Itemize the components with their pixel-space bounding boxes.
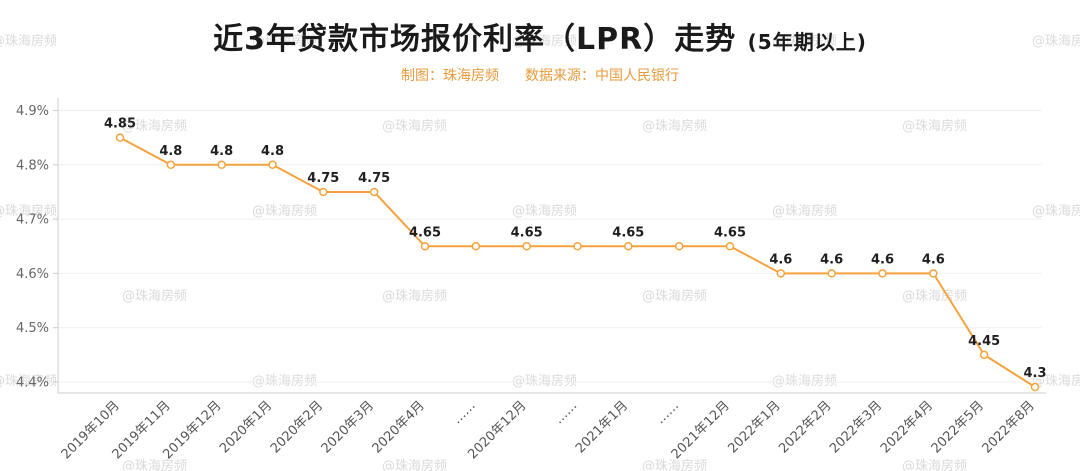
data-point	[573, 242, 582, 251]
credit-text: 制图：珠海房频	[401, 68, 499, 84]
data-point-label: 4.75	[358, 171, 390, 186]
x-tick-label: 2022年2月	[776, 398, 834, 456]
data-point	[166, 160, 176, 170]
data-point	[624, 242, 633, 251]
data-point	[420, 242, 430, 251]
x-tick-label: ……	[551, 398, 580, 427]
x-tick-label: 2020年2月	[268, 398, 326, 456]
data-point	[522, 242, 531, 251]
x-tick-label: 2020年4月	[370, 398, 428, 456]
y-tick-label: 4.5%	[16, 321, 49, 336]
data-point	[369, 187, 379, 197]
data-point	[217, 160, 226, 170]
data-point	[1030, 382, 1040, 392]
title-paren: (5年期以上)	[747, 30, 867, 54]
x-tick-label: 2022年4月	[878, 398, 936, 456]
x-tick-label: 2022年8月	[980, 398, 1038, 456]
data-point	[268, 160, 277, 170]
lpr-line-chart: 4.9% 4.8% 4.7% 4.6% 4.5% 4.4% 4.85 4.8 4.8 4.8 4.7…	[16, 98, 1047, 462]
data-point	[674, 242, 684, 251]
y-tick-label: 4.7%	[16, 213, 49, 228]
data-point-label: 4.3	[1023, 366, 1046, 381]
x-tick-label: 2020年3月	[319, 398, 377, 456]
data-point	[319, 187, 328, 197]
data-point-label: 4.8	[261, 144, 284, 159]
data-point	[929, 269, 938, 278]
data-point	[878, 269, 887, 278]
data-point	[471, 242, 481, 251]
data-point-label: 4.6	[922, 252, 945, 267]
data-point-label: 4.6	[769, 252, 792, 267]
chart-subtitle: 制图：珠海房频 数据来源：中国人民银行	[0, 65, 1080, 85]
data-point	[115, 133, 125, 142]
x-tick-label: ……	[450, 398, 479, 427]
x-tick-label: ……	[653, 398, 682, 427]
data-point-label: 4.65	[714, 225, 746, 240]
data-point-label: 4.6	[871, 252, 894, 267]
page-title: 近3年贷款市场报价利率（LPR）走势 (5年期以上)	[0, 14, 1080, 58]
data-point-label: 4.8	[159, 144, 182, 159]
y-tick-label: 4.9%	[16, 104, 49, 119]
trend-line	[119, 136, 1036, 388]
x-tick-label: 2022年5月	[929, 398, 987, 456]
data-point	[776, 269, 786, 278]
data-point-label: 4.65	[612, 225, 644, 240]
data-point	[827, 269, 836, 278]
y-tick-label: 4.8%	[16, 158, 49, 173]
x-tick-label: 2022年1月	[725, 398, 783, 456]
data-point-label: 4.6	[820, 252, 843, 267]
y-tick-label: 4.4%	[16, 376, 49, 391]
title-main: 近3年贷款市场报价利率（LPR）走势	[213, 22, 737, 57]
data-point-label: 4.45	[968, 334, 1000, 349]
data-point-label: 4.65	[409, 225, 441, 240]
data-point-label: 4.8	[210, 144, 233, 159]
data-point	[979, 350, 989, 360]
data-point-label: 4.65	[511, 225, 543, 240]
data-point	[725, 242, 735, 251]
x-tick-label: 2022年3月	[827, 398, 885, 456]
x-tick-label: 2021年1月	[573, 398, 631, 456]
source-text: 数据来源：中国人民银行	[525, 68, 679, 84]
chart-header: 近3年贷款市场报价利率（LPR）走势 (5年期以上) 制图：珠海房频 数据来源：中…	[0, 14, 1080, 85]
data-point-label: 4.85	[104, 117, 136, 132]
x-tick-label: 2020年1月	[217, 398, 275, 456]
y-tick-label: 4.6%	[16, 267, 49, 282]
data-point-label: 4.75	[307, 171, 339, 186]
